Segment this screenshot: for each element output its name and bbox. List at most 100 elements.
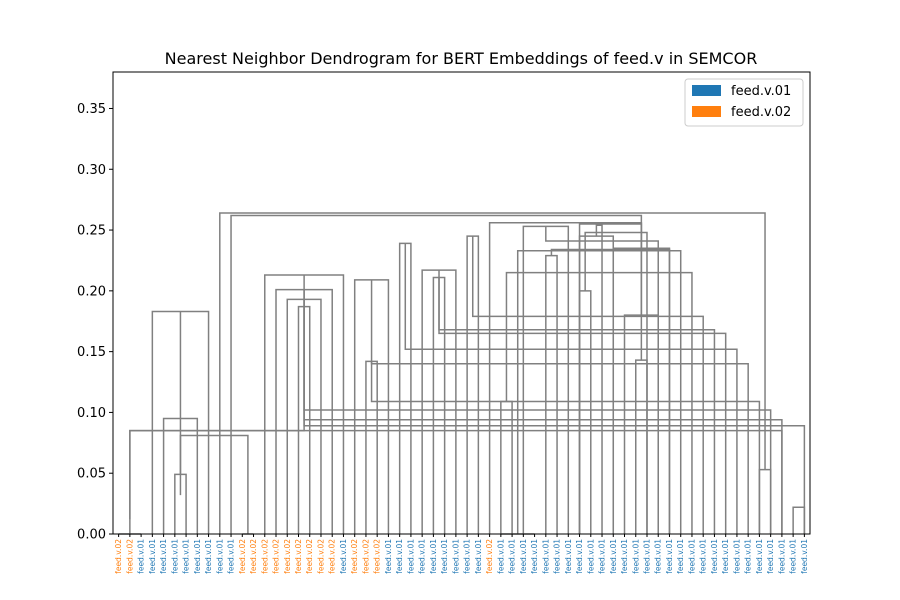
leaf-label: feed.v.02 [328,539,337,574]
leaf-label: feed.v.02 [125,539,134,574]
dendrogram-link [303,275,772,534]
dendrogram-link [370,361,761,534]
dendrogram-link [578,290,592,534]
dendrogram-link [438,270,716,534]
dendrogram-link [578,223,643,534]
leaf-label: feed.v.01 [744,539,753,574]
leaf-label: feed.v.01 [519,539,528,574]
dendrogram-link [404,243,738,534]
dendrogram-link [792,506,806,534]
leaf-labels: feed.v.02 feed.v.02 feed.v.01 feed.v.01 feed… [114,534,809,574]
leaf-label: feed.v.02 [249,539,258,574]
leaf-label: feed.v.01 [204,539,213,574]
leaf-label: feed.v.01 [215,539,224,574]
dendrogram-link [758,468,772,534]
dendrogram-link [219,212,766,534]
leaf-label: feed.v.01 [676,539,685,574]
dendrogram-link [230,214,643,534]
leaf-label: feed.v.02 [238,539,247,574]
dendrogram-link [370,279,749,534]
leaf-label: feed.v.02 [485,539,494,574]
leaf-label: feed.v.01 [710,539,719,574]
y-tick-label: 0.15 [77,345,106,360]
leaf-label: feed.v.01 [564,539,573,574]
leaf-label: feed.v.02 [283,539,292,574]
leaf-label: feed.v.01 [530,539,539,574]
y-tick-label: 0.30 [77,163,106,178]
leaf-label: feed.v.02 [361,539,370,574]
dendrogram-link [471,236,704,534]
leaf-label: feed.v.01 [620,539,629,574]
chart-title: Nearest Neighbor Dendrogram for BERT Emb… [165,49,758,68]
y-tick-label: 0.35 [77,102,106,117]
dendrogram-link [179,434,249,534]
dendrogram-link [595,224,603,534]
leaf-label: feed.v.01 [339,539,348,574]
dendrogram-link [635,359,648,534]
y-axis: 0.00 0.05 0.10 0.15 0.20 0.25 0.30 0.35 [77,102,113,543]
leaf-label: feed.v.01 [789,539,798,574]
leaf-label: feed.v.01 [429,539,438,574]
leaf-label: feed.v.01 [665,539,674,574]
leaf-label: feed.v.01 [137,539,146,574]
dendrogram-link [500,400,513,534]
leaf-label: feed.v.02 [373,539,382,574]
dendrogram-link [545,254,558,534]
dendrogram-link [584,231,648,534]
dendrogram-link [550,248,671,534]
leaf-label: feed.v.02 [260,539,269,574]
leaf-label: feed.v.01 [406,539,415,574]
dendrogram-links [118,212,806,535]
leaf-label: feed.v.01 [395,539,404,574]
leaf-label: feed.v.01 [451,539,460,574]
leaf-label: feed.v.01 [687,539,696,574]
dendrogram-link [398,242,412,534]
leaf-label: feed.v.01 [541,539,550,574]
axes-frame [112,71,811,535]
leaf-label: feed.v.02 [294,539,303,574]
leaf-label: feed.v.01 [227,539,236,574]
leaf-label: feed.v.01 [496,539,505,574]
legend-swatch [692,106,721,117]
legend: feed.v.01 feed.v.02 [684,78,804,127]
y-tick-label: 0.20 [77,284,106,299]
leaf-label: feed.v.01 [440,539,449,574]
leaf-label: feed.v.01 [159,539,168,574]
leaf-label: feed.v.01 [148,539,157,574]
leaf-label: feed.v.01 [721,539,730,574]
leaf-label: feed.v.01 [777,539,786,574]
leaf-label: feed.v.02 [272,539,281,574]
leaf-label: feed.v.02 [114,539,123,574]
leaf-label: feed.v.01 [609,539,618,574]
dendrogram-link [516,249,682,534]
leaf-label: feed.v.01 [732,539,741,574]
y-tick-label: 0.10 [77,406,106,421]
leaf-label: feed.v.01 [170,539,179,574]
leaf-label: feed.v.01 [598,539,607,574]
leaf-label: feed.v.01 [384,539,393,574]
legend-label: feed.v.02 [731,105,791,120]
leaf-label: feed.v.01 [699,539,708,574]
leaf-label: feed.v.01 [654,539,663,574]
y-tick-label: 0.05 [77,467,106,482]
leaf-label: feed.v.01 [766,539,775,574]
leaf-label: feed.v.01 [463,539,472,574]
leaf-label: feed.v.01 [642,539,651,574]
dendrogram-link [522,225,570,534]
leaf-label: feed.v.02 [316,539,325,574]
y-tick-label: 0.25 [77,224,106,239]
leaf-label: feed.v.01 [553,539,562,574]
dendrogram-link [303,299,806,534]
leaf-label: feed.v.01 [193,539,202,574]
leaf-label: feed.v.01 [508,539,517,574]
legend-swatch [692,85,721,96]
leaf-label: feed.v.01 [418,539,427,574]
leaf-label: feed.v.01 [586,539,595,574]
legend-label: feed.v.01 [731,84,791,99]
leaf-label: feed.v.01 [755,539,764,574]
leaf-label: feed.v.01 [631,539,640,574]
y-tick-label: 0.00 [77,528,106,543]
dendrogram-link [488,222,643,534]
dendrogram-link [303,289,783,534]
